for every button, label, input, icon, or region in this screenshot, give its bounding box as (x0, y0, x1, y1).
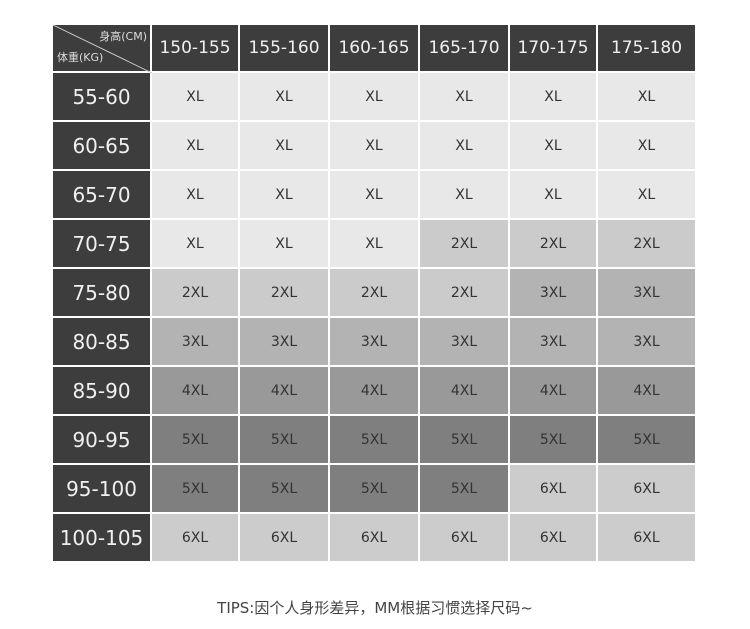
row-header-weight: 100-105 (53, 514, 152, 563)
size-cell: 3XL (240, 318, 330, 367)
column-header-height: 160-165 (330, 25, 420, 73)
size-cell: XL (152, 171, 240, 220)
size-cell: 2XL (420, 220, 510, 269)
size-cell: 2XL (510, 220, 598, 269)
column-header-height: 155-160 (240, 25, 330, 73)
size-cell: 4XL (598, 367, 697, 416)
size-cell: 2XL (420, 269, 510, 318)
row-header-weight: 95-100 (53, 465, 152, 514)
size-cell: 3XL (330, 318, 420, 367)
size-cell: 4XL (330, 367, 420, 416)
size-chart-table: 身高(CM) 体重(KG) 150-155 155-160 160-165 165-1… (53, 25, 697, 563)
size-cell: 6XL (510, 465, 598, 514)
row-header-weight: 55-60 (53, 73, 152, 122)
size-cell: XL (420, 171, 510, 220)
row-header-weight: 60-65 (53, 122, 152, 171)
size-cell: 4XL (420, 367, 510, 416)
size-cell: XL (510, 122, 598, 171)
size-cell: 6XL (420, 514, 510, 563)
size-cell: 2XL (598, 220, 697, 269)
size-cell: XL (240, 220, 330, 269)
column-header-height: 175-180 (598, 25, 697, 73)
row-header-weight: 80-85 (53, 318, 152, 367)
row-header-weight: 65-70 (53, 171, 152, 220)
size-cell: 6XL (510, 514, 598, 563)
row-header-weight: 90-95 (53, 416, 152, 465)
column-header-height: 165-170 (420, 25, 510, 73)
size-cell: 5XL (420, 416, 510, 465)
weight-label: 体重(KG) (57, 51, 104, 64)
size-cell: XL (330, 73, 420, 122)
size-cell: XL (330, 220, 420, 269)
size-cell: 5XL (330, 465, 420, 514)
size-cell: XL (510, 73, 598, 122)
row-header-weight: 85-90 (53, 367, 152, 416)
size-cell: XL (598, 122, 697, 171)
size-cell: 6XL (598, 514, 697, 563)
size-cell: 3XL (598, 269, 697, 318)
size-cell: 6XL (152, 514, 240, 563)
size-cell: 4XL (152, 367, 240, 416)
size-cell: XL (420, 73, 510, 122)
size-cell: 5XL (240, 465, 330, 514)
size-cell: 3XL (420, 318, 510, 367)
size-cell: XL (598, 73, 697, 122)
size-cell: 3XL (510, 318, 598, 367)
row-header-weight: 75-80 (53, 269, 152, 318)
size-cell: XL (420, 122, 510, 171)
column-header-height: 170-175 (510, 25, 598, 73)
size-cell: 4XL (240, 367, 330, 416)
size-cell: 5XL (240, 416, 330, 465)
size-cell: 2XL (330, 269, 420, 318)
size-cell: 5XL (152, 465, 240, 514)
size-cell: XL (152, 122, 240, 171)
size-cell: XL (330, 171, 420, 220)
tips-text: TIPS:因个人身形差异，MM根据习惯选择尺码~ (217, 599, 533, 617)
size-cell: XL (240, 122, 330, 171)
height-label: 身高(CM) (99, 30, 147, 43)
size-cell: 3XL (510, 269, 598, 318)
corner-header-cell: 身高(CM) 体重(KG) (53, 25, 152, 73)
size-cell: XL (152, 220, 240, 269)
size-cell: 6XL (330, 514, 420, 563)
column-header-height: 150-155 (152, 25, 240, 73)
size-cell: 6XL (240, 514, 330, 563)
size-cell: XL (240, 73, 330, 122)
size-cell: 5XL (420, 465, 510, 514)
size-cell: 6XL (598, 465, 697, 514)
size-cell: 5XL (598, 416, 697, 465)
size-cell: XL (598, 171, 697, 220)
size-cell: XL (152, 73, 240, 122)
size-cell: 4XL (510, 367, 598, 416)
size-cell: 3XL (598, 318, 697, 367)
diagonal-divider (53, 25, 152, 73)
size-cell: XL (330, 122, 420, 171)
size-cell: 5XL (330, 416, 420, 465)
size-cell: 5XL (510, 416, 598, 465)
size-cell: 3XL (152, 318, 240, 367)
size-cell: 2XL (240, 269, 330, 318)
size-cell: XL (240, 171, 330, 220)
size-cell: 5XL (152, 416, 240, 465)
row-header-weight: 70-75 (53, 220, 152, 269)
size-cell: 2XL (152, 269, 240, 318)
size-cell: XL (510, 171, 598, 220)
